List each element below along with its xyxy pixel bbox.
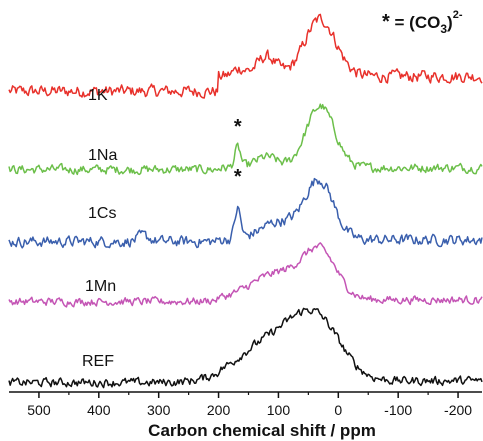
x-axis: 500 400 300 200 100 0 -100 -200 Carbon chemical…	[9, 391, 482, 440]
spectrum-1na	[8, 103, 483, 176]
x-tick-label: -100	[384, 402, 412, 418]
spectrum-1cs	[8, 177, 483, 249]
x-tick-label: -200	[444, 402, 472, 418]
annotation-sup: 2-	[453, 9, 463, 21]
series-label-1na: 1Na	[88, 147, 117, 164]
series-label-ref: REF	[82, 353, 114, 370]
annotation-equals: = (CO	[390, 13, 441, 32]
x-tick-label: 500	[27, 402, 51, 418]
carbonate-annotation: * = (CO3)2-	[382, 9, 463, 36]
series-label-1mn: 1Mn	[85, 278, 116, 295]
x-tick-label: 400	[87, 402, 111, 418]
annotation-sub: 3	[440, 22, 447, 36]
spectrum-ref	[8, 307, 483, 389]
star-1cs: *	[234, 166, 242, 188]
x-tick-label: 200	[207, 402, 231, 418]
spectrum-1mn	[8, 242, 483, 308]
spectra-curves	[8, 13, 483, 389]
x-tick-label: 300	[147, 402, 171, 418]
x-tick-label: 0	[334, 402, 342, 418]
svg-text:* = (CO3)2-: * = (CO3)2-	[382, 9, 463, 36]
series-label-1cs: 1Cs	[88, 205, 116, 222]
star-1na: *	[234, 116, 242, 138]
x-tick-label: 100	[267, 402, 291, 418]
annotation-star: *	[382, 11, 390, 33]
spectrum-1k	[8, 13, 483, 99]
series-labels: 1K 1Na 1Cs 1Mn REF	[82, 87, 117, 370]
x-axis-title: Carbon chemical shift / ppm	[148, 421, 376, 440]
x-axis-ticks: 500 400 300 200 100 0 -100 -200	[27, 392, 472, 418]
carbonate-stars: **	[234, 116, 242, 188]
annotation-close: )	[447, 13, 453, 32]
series-label-1k: 1K	[88, 87, 108, 104]
